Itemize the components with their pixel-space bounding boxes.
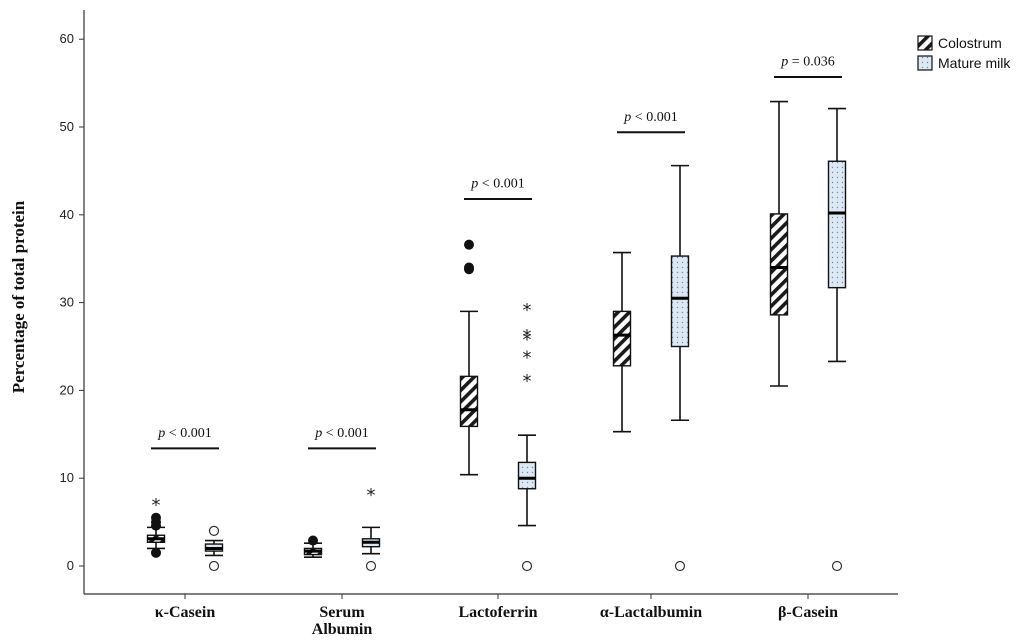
- category-label-line: Serum: [319, 604, 365, 621]
- extreme-point: *: [523, 330, 532, 351]
- extreme-point: *: [523, 326, 532, 347]
- box-0-1: [303, 535, 323, 559]
- box-iqr: [769, 213, 789, 316]
- legend: Colostrum Mature milk: [917, 35, 1011, 71]
- box-iqr: [612, 310, 632, 367]
- legend-entry: Colostrum: [917, 35, 1002, 51]
- y-tick-label: 60: [60, 31, 74, 46]
- category-label-line: κ-Casein: [155, 604, 216, 621]
- boxes: * ******: [146, 100, 847, 572]
- box-0-0: *: [146, 495, 166, 558]
- outlier-point: [831, 560, 843, 572]
- box-0-4: [769, 100, 789, 387]
- y-axis-ticks: 0 10 20 30 40 50 60: [60, 31, 84, 573]
- outlier-point: [365, 560, 377, 572]
- extreme-point: *: [523, 371, 532, 392]
- box-iqr: [827, 160, 847, 289]
- p-value-annotation: p = 0.036: [774, 55, 842, 78]
- legend-swatch: [917, 35, 933, 51]
- outlier-point: [151, 547, 161, 558]
- outlier-point: [151, 512, 161, 523]
- category-label: Serum Albumin: [312, 604, 373, 638]
- p-value-annotation: p < 0.001: [151, 426, 219, 450]
- p-symbol: p: [314, 426, 322, 441]
- p-value-annotation: p < 0.001: [617, 110, 685, 134]
- p-value-label: p < 0.001: [157, 426, 211, 441]
- y-axis-label: Percentage of total protein: [9, 200, 28, 393]
- box-1-4: [827, 107, 847, 572]
- box-1-3: [670, 164, 690, 572]
- category-label-line: Albumin: [312, 621, 373, 638]
- y-tick-label: 40: [60, 207, 74, 222]
- box-0-3: [612, 251, 632, 433]
- outlier-point: [464, 239, 474, 250]
- extreme-point: *: [152, 495, 161, 516]
- p-symbol: p: [623, 110, 631, 125]
- extreme-point: *: [523, 300, 532, 321]
- legend-label: Colostrum: [938, 35, 1002, 51]
- box-0-2: [459, 239, 479, 476]
- y-tick-label: 10: [60, 470, 74, 485]
- box-iqr: [517, 461, 537, 490]
- category-labels: κ-Casein Serum Albumin Lactoferrin α-Lactalb…: [155, 604, 838, 638]
- category-label: β-Casein: [778, 604, 838, 621]
- p-value-text: < 0.001: [631, 110, 677, 125]
- legend-entry: Mature milk: [917, 55, 1011, 71]
- p-symbol: p: [157, 426, 165, 441]
- legend-label: Mature milk: [938, 55, 1011, 71]
- p-value-text: < 0.001: [322, 426, 368, 441]
- outlier-point: [674, 560, 686, 572]
- outlier-point: [464, 262, 474, 273]
- extreme-point: *: [523, 347, 532, 368]
- p-value-label: p < 0.001: [314, 426, 368, 441]
- y-tick-label: 0: [67, 558, 74, 573]
- box-1-0: [204, 525, 224, 572]
- category-label-line: β-Casein: [778, 604, 838, 621]
- outlier-point: [208, 525, 220, 536]
- outlier-point: [521, 560, 533, 572]
- y-tick-label: 50: [60, 119, 74, 134]
- box-iqr: [459, 375, 479, 428]
- p-value-text: = 0.036: [788, 55, 834, 70]
- category-label-line: α-Lactalbumin: [600, 604, 702, 621]
- p-value-label: p = 0.036: [780, 55, 834, 70]
- y-tick-label: 20: [60, 382, 74, 397]
- p-value-annotation: p < 0.001: [308, 426, 376, 450]
- axes: [83, 10, 898, 599]
- box-iqr: [670, 255, 690, 348]
- p-symbol: p: [780, 55, 788, 70]
- y-tick-label: 30: [60, 295, 74, 310]
- p-value-text: < 0.001: [478, 177, 524, 192]
- outlier-point: [208, 560, 220, 572]
- legend-swatch: [917, 55, 933, 71]
- p-symbol: p: [470, 177, 478, 192]
- outlier-point: [308, 535, 318, 546]
- extreme-point: *: [367, 485, 376, 506]
- p-value-label: p < 0.001: [623, 110, 677, 125]
- category-label: α-Lactalbumin: [600, 604, 702, 621]
- category-label: Lactoferrin: [458, 604, 537, 621]
- category-label-line: Lactoferrin: [458, 604, 537, 621]
- category-label: κ-Casein: [155, 604, 216, 621]
- box-1-1: *: [361, 485, 381, 572]
- box-1-2: *****: [517, 300, 537, 572]
- p-value-annotation: p < 0.001: [464, 177, 532, 200]
- p-value-label: p < 0.001: [470, 177, 524, 192]
- p-value-text: < 0.001: [165, 426, 211, 441]
